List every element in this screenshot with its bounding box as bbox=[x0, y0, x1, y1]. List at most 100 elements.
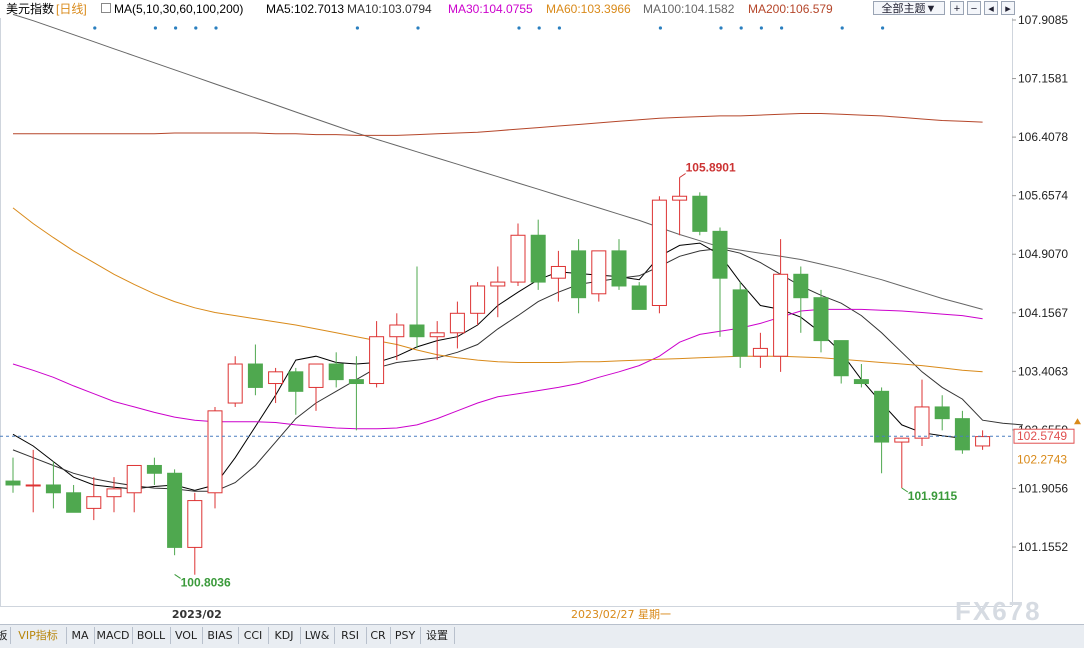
candle[interactable] bbox=[793, 266, 809, 333]
indicator-tab[interactable]: CR bbox=[366, 627, 391, 644]
ma-dropdown-icon[interactable] bbox=[101, 3, 111, 13]
candle[interactable] bbox=[813, 289, 829, 353]
candle[interactable] bbox=[106, 477, 122, 513]
event-marker-dot[interactable] bbox=[517, 26, 521, 30]
event-marker-dot[interactable] bbox=[658, 26, 663, 30]
event-marker-dot[interactable] bbox=[739, 26, 743, 30]
candle[interactable] bbox=[833, 340, 849, 384]
candle[interactable] bbox=[45, 461, 61, 509]
candle[interactable] bbox=[530, 219, 546, 290]
scroll-right-icon[interactable]: ▸ bbox=[1001, 1, 1015, 15]
candle-body bbox=[167, 472, 183, 548]
candle[interactable] bbox=[550, 250, 566, 302]
event-marker-dot[interactable] bbox=[194, 26, 198, 30]
candle-body bbox=[813, 297, 829, 342]
candle[interactable] bbox=[752, 332, 768, 368]
event-marker-dot[interactable] bbox=[214, 26, 218, 30]
event-marker-dot[interactable] bbox=[557, 26, 562, 30]
event-marker-dot[interactable] bbox=[840, 26, 844, 30]
candle[interactable] bbox=[66, 484, 82, 513]
period-label[interactable]: [日线] bbox=[56, 2, 87, 16]
candle[interactable] bbox=[773, 239, 789, 372]
indicator-tab[interactable]: MA bbox=[66, 627, 95, 644]
candle[interactable] bbox=[611, 239, 627, 290]
candle[interactable] bbox=[328, 352, 344, 388]
event-marker-dot[interactable] bbox=[416, 26, 420, 30]
candle[interactable] bbox=[975, 430, 991, 450]
candle[interactable] bbox=[631, 282, 647, 310]
candle[interactable] bbox=[25, 449, 41, 513]
candle[interactable] bbox=[914, 379, 930, 446]
candle[interactable] bbox=[308, 363, 324, 411]
candle[interactable] bbox=[288, 367, 304, 415]
candle[interactable] bbox=[207, 406, 223, 509]
event-marker-dot[interactable] bbox=[759, 26, 764, 30]
candle[interactable] bbox=[247, 344, 263, 396]
candle[interactable] bbox=[470, 282, 486, 326]
indicator-tab[interactable]: PSY bbox=[390, 627, 421, 644]
candle[interactable] bbox=[732, 282, 748, 368]
indicator-tab[interactable]: 板 bbox=[0, 627, 11, 644]
candle[interactable] bbox=[591, 250, 607, 302]
candle[interactable] bbox=[409, 266, 425, 349]
candle[interactable] bbox=[712, 227, 728, 337]
candle-body bbox=[591, 250, 607, 295]
theme-select-button[interactable]: 全部主题▼ bbox=[873, 1, 945, 15]
indicator-tab[interactable]: MACD bbox=[94, 627, 133, 644]
candle[interactable] bbox=[146, 457, 162, 485]
candle[interactable] bbox=[227, 356, 243, 407]
candle[interactable] bbox=[449, 301, 465, 349]
indicator-tab[interactable]: 设置 bbox=[420, 627, 455, 644]
indicator-tab[interactable]: BIAS bbox=[202, 627, 239, 644]
candle-body bbox=[712, 230, 728, 279]
event-marker-dot[interactable] bbox=[174, 26, 178, 30]
candle[interactable] bbox=[348, 356, 364, 431]
candle[interactable] bbox=[389, 313, 405, 361]
candle[interactable] bbox=[651, 196, 667, 314]
candle[interactable] bbox=[874, 387, 890, 474]
candle[interactable] bbox=[672, 177, 688, 236]
candle[interactable] bbox=[934, 395, 950, 431]
indicator-tab[interactable]: LW& bbox=[300, 627, 335, 644]
symbol-name: 美元指数 bbox=[6, 2, 55, 16]
candles-group bbox=[5, 177, 991, 575]
candle[interactable] bbox=[369, 321, 385, 388]
indicator-tab[interactable]: KDJ bbox=[268, 627, 301, 644]
candle[interactable] bbox=[571, 239, 587, 314]
candle-body bbox=[631, 285, 647, 310]
ma-params-label[interactable]: MA(5,10,30,60,100,200) bbox=[114, 2, 244, 16]
indicator-tab[interactable]: BOLL bbox=[132, 627, 171, 644]
candle[interactable] bbox=[954, 410, 970, 454]
ma-line-ma200 bbox=[13, 113, 983, 136]
event-marker-dot[interactable] bbox=[93, 26, 97, 30]
candle[interactable] bbox=[429, 321, 445, 361]
event-marker-dot[interactable] bbox=[780, 26, 784, 30]
candle-body bbox=[550, 265, 566, 279]
event-marker-dot[interactable] bbox=[537, 26, 541, 30]
candle[interactable] bbox=[126, 464, 142, 513]
event-marker-dot[interactable] bbox=[355, 26, 359, 30]
event-marker-dot[interactable] bbox=[719, 26, 723, 30]
candle[interactable] bbox=[490, 266, 506, 318]
candle[interactable] bbox=[167, 469, 183, 556]
scroll-left-icon[interactable]: ◂ bbox=[984, 1, 998, 15]
event-marker-dot[interactable] bbox=[153, 26, 157, 30]
candle[interactable] bbox=[692, 192, 708, 236]
candle[interactable] bbox=[268, 367, 284, 404]
grid-plus-icon[interactable]: + bbox=[950, 1, 964, 15]
candle[interactable] bbox=[853, 364, 869, 388]
indicator-tab[interactable]: CCI bbox=[238, 627, 269, 644]
candle[interactable] bbox=[187, 492, 203, 575]
candlestick-chart[interactable]: 107.9085 107.1581 106.4078 105.6574 104.9070… bbox=[0, 0, 1084, 624]
candle[interactable] bbox=[5, 457, 21, 493]
grid-minus-icon[interactable]: − bbox=[967, 1, 981, 15]
candle[interactable] bbox=[86, 477, 102, 521]
candle[interactable] bbox=[510, 223, 526, 286]
indicator-tab[interactable]: RSI bbox=[334, 627, 367, 644]
candle-body bbox=[874, 390, 890, 443]
candle-body bbox=[268, 371, 284, 385]
candle[interactable] bbox=[894, 437, 910, 489]
event-marker-dot[interactable] bbox=[881, 26, 885, 30]
indicator-tab[interactable]: VOL bbox=[170, 627, 203, 644]
indicator-tab[interactable]: VIP指标 bbox=[10, 627, 67, 644]
